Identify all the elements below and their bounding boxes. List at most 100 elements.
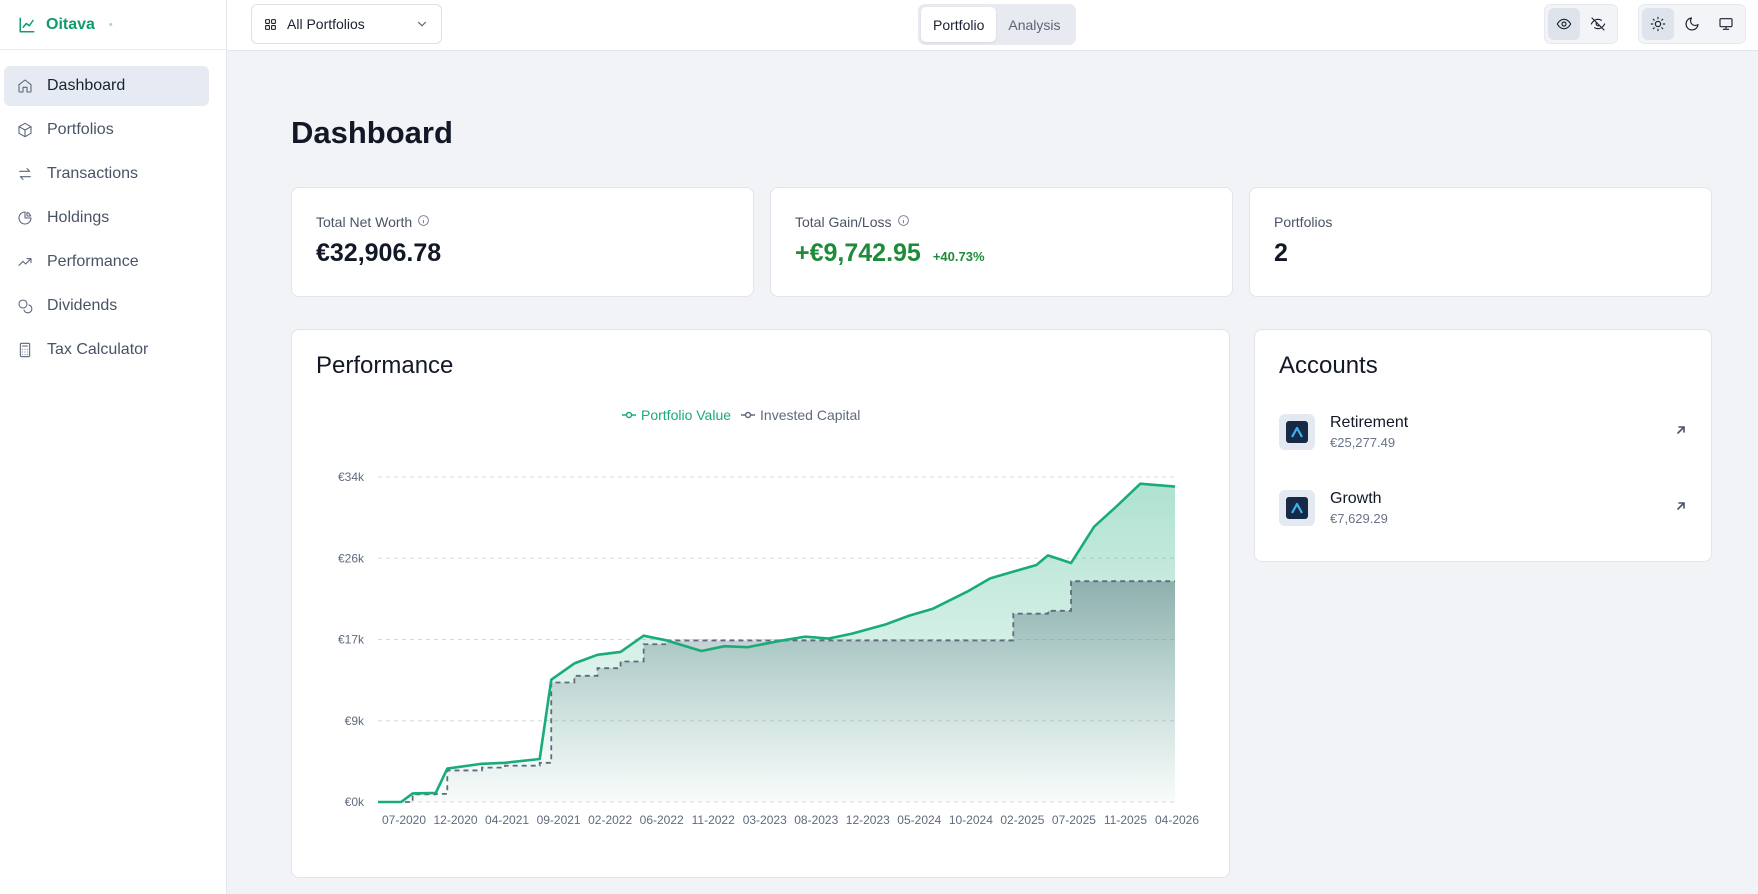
gain-loss-value-row: +€9,742.95 +40.73% — [795, 239, 1208, 268]
portfolios-count-label: Portfolios — [1274, 214, 1333, 230]
dark-theme-button[interactable] — [1676, 8, 1708, 40]
chart-line-icon — [19, 17, 35, 32]
x-tick-label: 07-2020 — [382, 813, 426, 827]
portfolios-count-card: Portfolios 2 — [1249, 187, 1712, 297]
net-worth-label-row: Total Net Worth — [316, 214, 729, 230]
tab-portfolio[interactable]: Portfolio — [921, 7, 997, 42]
moon-icon — [1685, 17, 1699, 31]
app-name: Oitava — [46, 15, 95, 33]
gain-loss-label-row: Total Gain/Loss — [795, 214, 1208, 230]
sidebar-item-label: Tax Calculator — [47, 341, 149, 358]
sidebar-item-tax-calculator[interactable]: Tax Calculator — [4, 330, 209, 370]
gain-loss-card: Total Gain/Loss +€9,742.95 +40.73% — [770, 187, 1233, 297]
info-icon[interactable] — [897, 214, 910, 230]
x-tick-label: 07-2025 — [1052, 813, 1096, 827]
calculator-icon — [17, 342, 33, 358]
legend-portfolio-value[interactable]: Portfolio Value — [622, 407, 731, 423]
portfolio-select[interactable]: All Portfolios — [251, 4, 442, 44]
x-tick-label: 12-2023 — [846, 813, 890, 827]
x-tick-label: 10-2024 — [949, 813, 993, 827]
page-title: Dashboard — [291, 115, 453, 150]
light-theme-button[interactable] — [1642, 8, 1674, 40]
sidebar-item-label: Dividends — [47, 297, 118, 314]
portfolio-select-value: All Portfolios — [287, 16, 365, 32]
coins-icon — [17, 298, 33, 314]
sidebar-item-transactions[interactable]: Transactions — [4, 154, 209, 194]
show-values-button[interactable] — [1548, 8, 1580, 40]
x-tick-label: 12-2020 — [434, 813, 478, 827]
net-worth-card: Total Net Worth €32,906.78 — [291, 187, 754, 297]
net-worth-label: Total Net Worth — [316, 214, 413, 230]
x-tick-label: 11-2025 — [1104, 813, 1147, 827]
external-link-icon[interactable] — [1675, 499, 1687, 517]
account-row-growth[interactable]: Growth €7,629.29 — [1279, 488, 1687, 528]
legend-label: Invested Capital — [760, 407, 861, 423]
x-tick-label: 11-2022 — [692, 813, 735, 827]
external-link-icon[interactable] — [1675, 423, 1687, 441]
view-tabs: Portfolio Analysis — [918, 4, 1076, 45]
account-row-retirement[interactable]: Retirement €25,277.49 — [1279, 412, 1687, 452]
invested-capital-area — [378, 581, 1175, 802]
sidebar: Oitava • Dashboard Portfolios Transaction… — [0, 0, 227, 894]
trending-up-icon — [17, 254, 33, 270]
legend-marker-icon — [622, 411, 636, 419]
y-tick-label: €17k — [338, 633, 365, 647]
theme-toggle-group — [1638, 4, 1746, 44]
sidebar-item-dividends[interactable]: Dividends — [4, 286, 209, 326]
sidebar-item-performance[interactable]: Performance — [4, 242, 209, 282]
sidebar-item-portfolios[interactable]: Portfolios — [4, 110, 209, 150]
invested-capital-line — [378, 580, 1175, 803]
sidebar-item-label: Dashboard — [47, 77, 126, 94]
system-theme-button[interactable] — [1710, 8, 1742, 40]
gain-loss-value: +€9,742.95 — [795, 239, 921, 267]
x-tick-label: 04-2026 — [1155, 813, 1199, 827]
y-tick-label: €9k — [345, 714, 365, 728]
account-value: €25,277.49 — [1330, 435, 1396, 450]
x-tick-label: 09-2021 — [537, 813, 581, 827]
gain-loss-label: Total Gain/Loss — [795, 214, 892, 230]
hide-values-button[interactable] — [1582, 8, 1614, 40]
brand-dot-icon: • — [108, 18, 113, 31]
sidebar-item-holdings[interactable]: Holdings — [4, 198, 209, 238]
x-tick-label: 04-2021 — [485, 813, 529, 827]
x-tick-label: 05-2024 — [897, 813, 941, 827]
account-name: Retirement — [1330, 414, 1409, 431]
sidebar-item-label: Transactions — [47, 165, 138, 182]
legend-marker-icon — [741, 411, 756, 419]
performance-card: Performance Portfolio Value Invested Cap… — [291, 329, 1230, 878]
sidebar-item-label: Performance — [47, 253, 139, 270]
x-tick-label: 02-2022 — [588, 813, 632, 827]
accounts-title: Accounts — [1279, 352, 1378, 379]
x-tick-label: 02-2025 — [1000, 813, 1044, 827]
performance-title: Performance — [316, 352, 454, 379]
sidebar-nav: Dashboard Portfolios Transactions Holdin… — [0, 50, 226, 370]
account-name: Growth — [1330, 490, 1382, 507]
topbar: All Portfolios Portfolio Analysis — [227, 0, 1758, 51]
chart-legend: Portfolio Value Invested Capital — [622, 407, 860, 423]
chevron-down-icon — [417, 21, 427, 27]
eye-off-icon — [1590, 17, 1606, 31]
gain-loss-percent: +40.73% — [932, 249, 985, 264]
accounts-card: Accounts Retirement €25,277.49 Growth €7… — [1254, 329, 1712, 562]
account-value: €7,629.29 — [1330, 511, 1388, 526]
x-tick-label: 08-2023 — [794, 813, 838, 827]
y-tick-label: €26k — [338, 551, 365, 565]
y-tick-label: €0k — [345, 795, 365, 809]
brand[interactable]: Oitava • — [0, 0, 226, 50]
grid-icon — [265, 18, 276, 30]
performance-chart[interactable]: €0k €9k €17k €26k €34k 07-2020 12-2020 04-2021 0… — [292, 330, 1229, 877]
sun-icon — [1650, 16, 1666, 32]
legend-invested-capital[interactable]: Invested Capital — [741, 407, 860, 423]
arrows-swap-icon — [17, 166, 33, 182]
eye-icon — [1556, 18, 1572, 30]
x-tick-label: 06-2022 — [640, 813, 684, 827]
legend-label: Portfolio Value — [641, 407, 732, 423]
portfolio-value-line — [378, 482, 1176, 804]
privacy-toggle-group — [1544, 4, 1618, 44]
tab-analysis[interactable]: Analysis — [1008, 16, 1061, 33]
sidebar-item-dashboard[interactable]: Dashboard — [4, 66, 209, 106]
broker-logo-icon — [1279, 490, 1315, 526]
home-icon — [17, 78, 33, 94]
info-icon[interactable] — [417, 214, 430, 230]
broker-logo-icon — [1279, 414, 1315, 450]
